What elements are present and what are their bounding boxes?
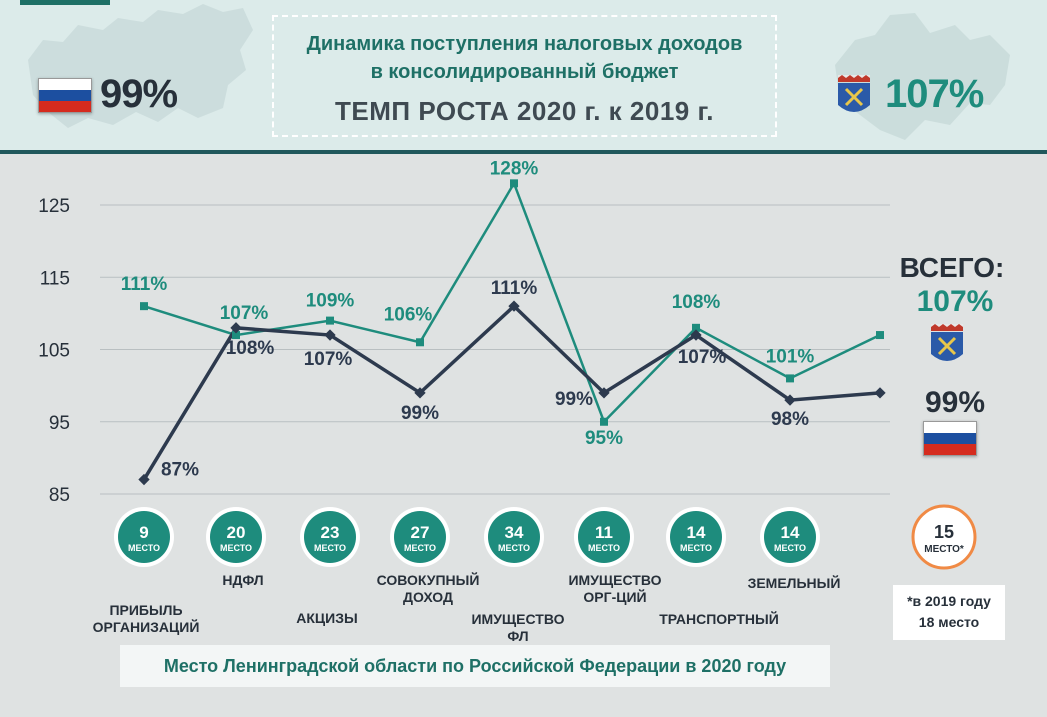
place-word: МЕСТО [498,543,530,553]
title-line-1: Динамика поступления налоговых доходов [306,33,743,55]
category-label-excise: АКЦИЗЫ [296,610,358,626]
data-label-region: 107% [220,303,269,324]
data-point-russia [690,329,702,341]
title-line-2: в консолидированный бюджет [370,61,679,83]
data-label-russia: 111% [491,278,538,299]
leningrad-coat-of-arms-icon [838,75,870,112]
total-place-word: МЕСТО* [924,544,964,555]
place-circle [210,511,262,563]
place-number: 34 [505,523,524,542]
place-word: МЕСТО [588,543,620,553]
place-circle [394,511,446,563]
place-word: МЕСТО [128,543,160,553]
place-number: 27 [411,523,430,542]
total-place-number: 15 [934,522,954,542]
data-point-russia [874,387,886,399]
category-label-ndfl: НДФЛ [222,572,264,588]
data-point-region [876,331,884,340]
data-label-russia: 108% [226,338,275,359]
place-number: 14 [687,523,706,542]
y-tick-label: 85 [49,485,70,506]
category-label-property-individuals: ИМУЩЕСТВО ФЛ [471,611,565,644]
place-word: МЕСТО [314,543,346,553]
data-label-region: 109% [306,291,355,312]
data-label-russia: 107% [678,347,727,368]
total-region-coat-icon [931,324,963,361]
y-tick-label: 95 [49,413,70,434]
category-label-land: ЗЕМЕЛЬНЫЙ [747,575,841,591]
place-number: 14 [781,523,800,542]
data-label-region: 95% [585,428,623,449]
place-number: 9 [139,523,148,542]
note-box: *в 2019 году 18 место [893,585,1005,640]
category-label-combined-income: СОВОКУПНЫЙ ДОХОД [376,572,480,605]
data-label-russia: 107% [304,349,353,370]
data-label-region: 108% [672,292,721,313]
place-circle [304,511,356,563]
data-label-russia: 99% [401,403,439,424]
y-tick-label: 105 [38,341,70,362]
total-place-circle [911,504,977,570]
data-label-region: 106% [384,304,433,325]
data-point-russia [784,394,796,406]
data-point-region [692,323,700,332]
place-word: МЕСТО [774,543,806,553]
place-circle [488,511,540,563]
data-point-russia [414,387,426,399]
data-point-region [600,417,608,426]
y-tick-label: 115 [40,268,70,289]
place-word: МЕСТО [220,543,252,553]
data-point-russia [324,329,336,341]
y-tick-label: 125 [38,196,70,217]
place-circle [764,511,816,563]
place-circle [118,511,170,563]
data-point-region [786,374,794,383]
footer-caption: Место Ленинградской области по Российско… [120,645,830,687]
data-point-region [140,302,148,311]
data-label-region: 128% [490,158,539,179]
total-region-percent: 107% [916,285,994,318]
title-line-3: ТЕМП РОСТА 2020 г. к 2019 г. [335,96,714,126]
corner-tab [20,0,110,5]
header-divider [0,150,1047,154]
data-label-russia: 98% [771,409,809,430]
place-number: 11 [595,523,613,542]
data-point-russia [138,473,150,486]
place-word: МЕСТО [404,543,436,553]
data-point-russia [598,387,610,399]
place-number: 23 [321,523,340,542]
place-word: МЕСТО [680,543,712,553]
place-number: 20 [227,523,246,542]
data-label-russia: 99% [555,389,593,410]
data-point-russia [508,300,520,312]
data-point-region [510,179,518,188]
total-russia-percent: 99% [924,386,986,419]
category-label-property-organizations: ИМУЩЕСТВО ОРГ-ЦИЙ [568,572,662,605]
data-label-region: 101% [766,346,815,367]
data-label-region: 111% [121,274,168,295]
total-russia-flag-icon [923,421,977,456]
data-point-region [232,331,240,340]
place-circle [670,511,722,563]
data-point-region [326,316,334,325]
data-point-russia [230,322,242,334]
russia-percent: 99% [100,72,178,116]
leningrad-region-map-icon [835,13,1010,140]
category-label-profit: ПРИБЫЛЬ ОРГАНИЗАЦИЙ [92,602,200,635]
data-label-russia: 87% [161,460,199,481]
title-box: Динамика поступления налоговых доходов в… [272,15,777,137]
total-label: ВСЕГО: [899,252,1005,283]
russia-flag-icon [38,78,92,113]
region-percent: 107% [885,72,984,116]
place-circle [578,511,630,563]
category-label-transport: ТРАНСПОРТНЫЙ [659,611,779,627]
data-point-region [416,338,424,347]
